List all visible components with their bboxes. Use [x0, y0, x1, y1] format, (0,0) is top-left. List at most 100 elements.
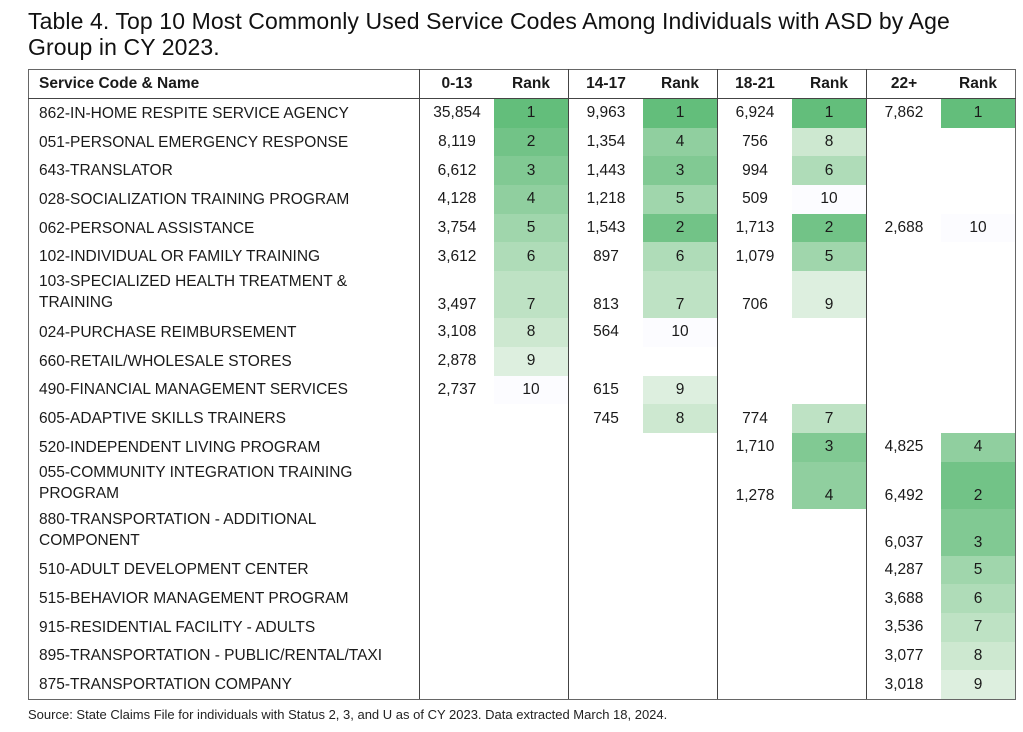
table-row: 515-BEHAVIOR MANAGEMENT PROGRAM 3,688 6 — [29, 584, 1016, 613]
count-cell-18-21: 1,079 — [717, 242, 792, 272]
count-cell-22plus: 3,018 — [866, 670, 941, 701]
service-name-cell: 055-COMMUNITY INTEGRATION TRAINING PROGR… — [39, 463, 353, 502]
count-cell-14-17: 813 — [568, 271, 643, 319]
count-cell-22plus — [866, 185, 941, 214]
count-cell-14-17 — [568, 670, 643, 701]
table-row: 880-TRANSPORTATION - ADDITIONAL COMPONEN… — [29, 508, 1016, 556]
count-cell-18-21: 706 — [717, 271, 792, 319]
rank-cell-0-13 — [494, 584, 569, 613]
count-cell-18-21: 509 — [717, 185, 792, 214]
count-cell-18-21 — [717, 346, 792, 376]
table-row: 062-PERSONAL ASSISTANCE 3,754 5 1,543 2 1,713… — [29, 213, 1016, 243]
count-cell-0-13 — [419, 461, 494, 509]
header-rank-0-13: Rank — [494, 69, 569, 99]
count-cell-18-21 — [717, 555, 792, 585]
rank-cell-22plus: 2 — [941, 461, 1016, 509]
count-cell-22plus — [866, 242, 941, 272]
rank-cell-22plus — [941, 376, 1016, 405]
header-age-14-17: 14-17 — [568, 69, 643, 99]
service-name-cell: 875-TRANSPORTATION COMPANY — [28, 670, 420, 701]
count-cell-18-21: 1,710 — [717, 432, 792, 462]
count-cell-18-21: 1,713 — [717, 213, 792, 243]
table-row: 103-SPECIALIZED HEALTH TREATMENT & TRAIN… — [29, 271, 1016, 319]
rank-cell-0-13: 10 — [494, 375, 569, 405]
service-name-cell: 062-PERSONAL ASSISTANCE — [39, 219, 255, 237]
count-cell-14-17: 615 — [568, 375, 643, 405]
rank-cell-14-17 — [643, 642, 718, 671]
rank-cell-18-21: 1 — [792, 98, 867, 128]
count-cell-0-13: 6,612 — [419, 156, 494, 186]
count-cell-0-13 — [419, 404, 494, 433]
count-cell-0-13: 35,854 — [419, 98, 494, 128]
rank-cell-0-13 — [494, 509, 569, 556]
count-cell-22plus: 7,862 — [866, 98, 941, 128]
rank-cell-0-13 — [494, 670, 569, 701]
table-row: 895-TRANSPORTATION - PUBLIC/RENTAL/TAXI 3… — [29, 641, 1016, 671]
count-cell-14-17: 1,443 — [568, 156, 643, 186]
count-cell-22plus — [866, 375, 941, 405]
source-note: Source: State Claims File for individual… — [28, 707, 668, 722]
service-name-cell: 024-PURCHASE REIMBURSEMENT — [39, 323, 297, 341]
count-cell-22plus: 3,536 — [866, 612, 941, 642]
rank-cell-0-13: 3 — [494, 156, 569, 186]
table-title: Table 4. Top 10 Most Commonly Used Servi… — [28, 8, 950, 60]
rank-cell-18-21 — [792, 613, 867, 642]
rank-cell-14-17 — [643, 347, 718, 376]
rank-cell-22plus — [941, 404, 1016, 433]
count-cell-14-17 — [568, 584, 643, 613]
rank-cell-18-21 — [792, 670, 867, 701]
rank-cell-0-13 — [494, 642, 569, 671]
count-cell-0-13: 2,737 — [419, 375, 494, 405]
count-cell-18-21: 1,278 — [717, 461, 792, 509]
rank-cell-22plus — [941, 271, 1016, 318]
count-cell-18-21 — [717, 641, 792, 671]
count-cell-22plus: 6,037 — [866, 508, 941, 556]
rank-cell-0-13 — [494, 613, 569, 642]
count-cell-0-13: 3,612 — [419, 242, 494, 272]
count-cell-0-13 — [419, 670, 494, 701]
count-cell-0-13 — [419, 508, 494, 556]
rank-cell-14-17: 5 — [643, 185, 718, 214]
rank-cell-14-17: 1 — [643, 98, 718, 128]
count-cell-0-13: 3,754 — [419, 213, 494, 243]
rank-cell-14-17: 9 — [643, 375, 718, 405]
rank-cell-14-17: 4 — [643, 127, 718, 157]
count-cell-14-17: 897 — [568, 242, 643, 272]
table-row: 875-TRANSPORTATION COMPANY 3,018 9 — [28, 670, 1016, 701]
count-cell-22plus — [866, 271, 941, 319]
table-row: 862-IN-HOME RESPITE SERVICE AGENCY 35,854… — [29, 98, 1016, 128]
header-age-22plus: 22+ — [866, 69, 941, 99]
count-cell-18-21 — [717, 508, 792, 556]
rank-cell-22plus: 4 — [941, 432, 1016, 462]
header-row: Service Code & Name 0-13 Rank 14-17 Rank… — [28, 69, 1016, 99]
count-cell-22plus: 4,825 — [866, 432, 941, 462]
count-cell-18-21 — [717, 612, 792, 642]
rank-cell-0-13: 6 — [494, 242, 569, 272]
table-row: 051-PERSONAL EMERGENCY RESPONSE 8,119 2 1,3… — [29, 127, 1016, 157]
count-cell-14-17 — [568, 555, 643, 585]
rank-cell-18-21: 3 — [792, 432, 867, 462]
rank-cell-14-17: 6 — [643, 242, 718, 272]
rank-cell-14-17 — [643, 670, 718, 701]
rank-cell-22plus: 6 — [941, 584, 1016, 613]
table-row: 520-INDEPENDENT LIVING PROGRAM 1,710 3 4,82… — [29, 432, 1016, 462]
count-cell-18-21 — [717, 318, 792, 347]
rank-cell-22plus — [941, 156, 1016, 185]
rank-cell-18-21 — [792, 318, 867, 347]
count-cell-0-13 — [419, 584, 494, 613]
count-cell-22plus — [866, 404, 941, 433]
count-cell-18-21: 994 — [717, 156, 792, 186]
count-cell-0-13: 4,128 — [419, 185, 494, 214]
count-cell-14-17: 1,218 — [568, 185, 643, 214]
rank-cell-18-21 — [792, 509, 867, 556]
count-cell-14-17: 1,354 — [568, 127, 643, 157]
service-name-cell: 510-ADULT DEVELOPMENT CENTER — [39, 561, 309, 579]
count-cell-14-17 — [568, 641, 643, 671]
rank-cell-18-21: 6 — [792, 156, 867, 186]
count-cell-14-17 — [568, 346, 643, 376]
count-cell-14-17: 564 — [568, 318, 643, 347]
rank-cell-22plus: 5 — [941, 555, 1016, 585]
service-code-table: Service Code & Name 0-13 Rank 14-17 Rank… — [28, 69, 1016, 701]
rank-cell-22plus: 3 — [941, 508, 1016, 556]
count-cell-0-13 — [419, 432, 494, 462]
